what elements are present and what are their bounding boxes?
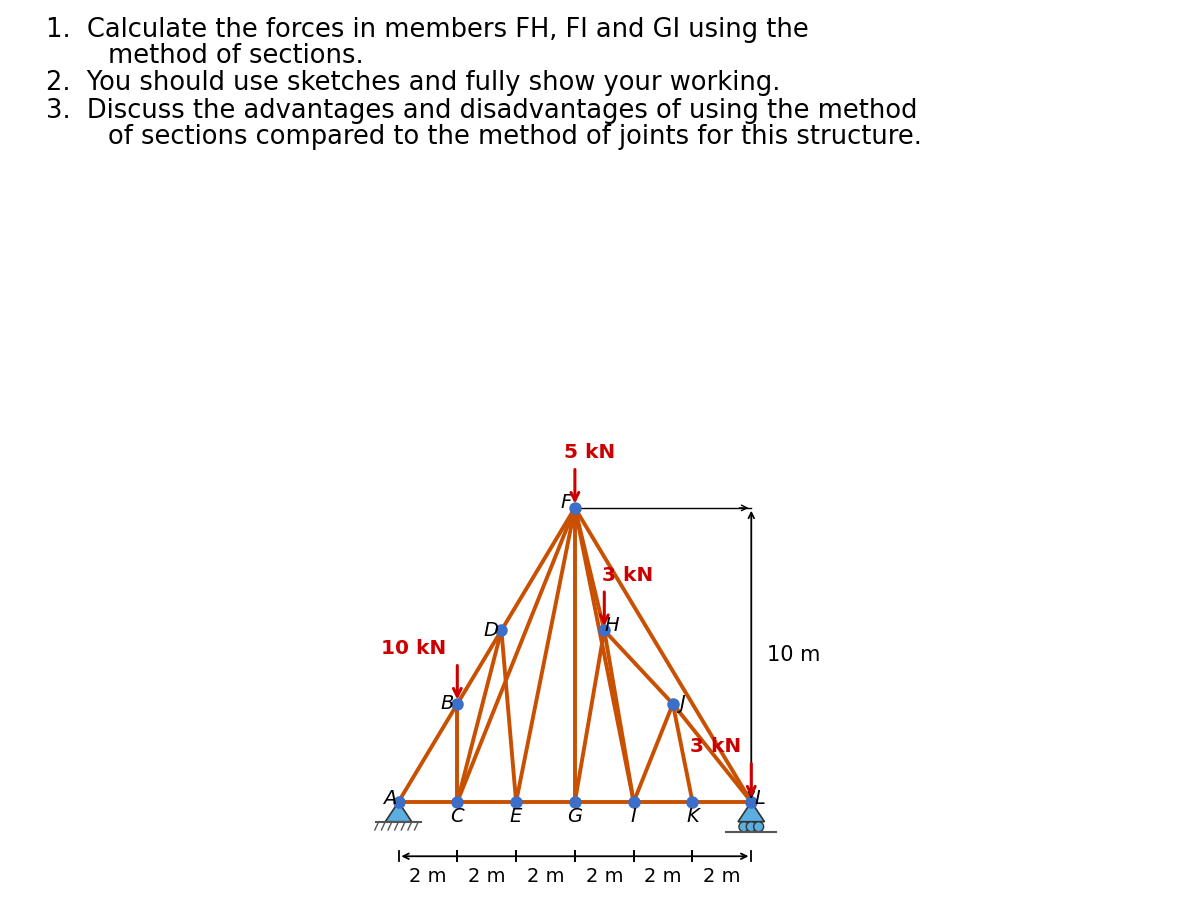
Circle shape (746, 822, 756, 832)
Text: A: A (383, 789, 396, 808)
Polygon shape (385, 802, 412, 822)
Text: 2.  You should use sketches and fully show your working.: 2. You should use sketches and fully sho… (46, 70, 780, 96)
Circle shape (754, 822, 763, 832)
Text: J: J (679, 694, 684, 713)
Text: 3.  Discuss the advantages and disadvantages of using the method: 3. Discuss the advantages and disadvanta… (46, 98, 917, 124)
Text: G: G (568, 807, 582, 826)
Text: of sections compared to the method of joints for this structure.: of sections compared to the method of jo… (108, 124, 922, 150)
Text: 3 kN: 3 kN (690, 738, 742, 757)
Text: B: B (440, 694, 454, 713)
Text: 10 kN: 10 kN (380, 639, 446, 658)
Text: 1.  Calculate the forces in members FH, FI and GI using the: 1. Calculate the forces in members FH, F… (46, 17, 809, 43)
Text: 5 kN: 5 kN (564, 443, 616, 462)
Text: H: H (605, 615, 619, 634)
Text: 2 m: 2 m (644, 867, 682, 886)
Text: 2 m: 2 m (703, 867, 740, 886)
Text: 2 m: 2 m (586, 867, 623, 886)
Text: L: L (755, 789, 766, 808)
Text: 10 m: 10 m (768, 645, 821, 665)
Polygon shape (738, 802, 764, 822)
Circle shape (739, 822, 749, 832)
Text: method of sections.: method of sections. (108, 43, 364, 70)
Text: 2 m: 2 m (468, 867, 505, 886)
Text: I: I (631, 807, 636, 826)
Text: C: C (450, 807, 464, 826)
Text: D: D (484, 621, 499, 640)
Text: 2 m: 2 m (409, 867, 446, 886)
Text: F: F (560, 493, 571, 512)
Text: 3 kN: 3 kN (602, 566, 654, 585)
Text: 2 m: 2 m (527, 867, 564, 886)
Text: E: E (510, 807, 522, 826)
Text: K: K (686, 807, 698, 826)
